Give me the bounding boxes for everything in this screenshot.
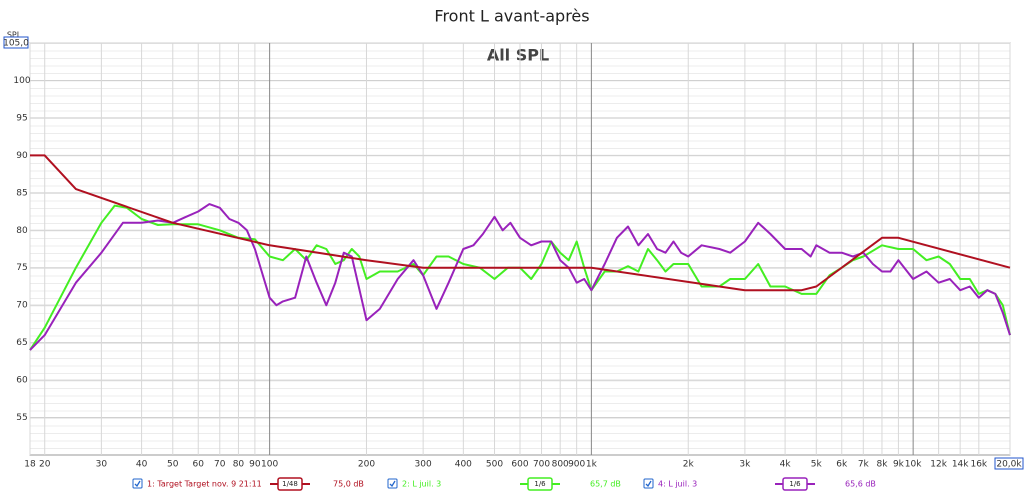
x-tick-label: 3k	[739, 460, 751, 470]
y-tick-label: 80	[16, 226, 28, 236]
x-tick-label: 12k	[930, 460, 947, 470]
y-tick-label: 85	[16, 188, 27, 198]
x-tick-label: 4k	[780, 460, 792, 470]
legend-smoothing: 1/6	[534, 480, 546, 488]
x-tick-label: 800	[552, 460, 569, 470]
x-tick-label: 18	[24, 460, 36, 470]
y-tick-label: 105,0	[3, 39, 29, 49]
x-tick-label: 100	[261, 460, 278, 470]
x-tick-label: 10k	[905, 460, 922, 470]
x-tick-label: 500	[486, 460, 503, 470]
legend-label: 2: L juil. 3	[402, 480, 441, 489]
legend-smoothing-box	[277, 477, 303, 491]
x-tick-label: 70	[214, 460, 226, 470]
legend-level: 75,0 dB	[333, 480, 364, 489]
x-tick-label: 900	[568, 460, 585, 470]
x-tick-label: 60	[193, 460, 205, 470]
legend-check	[389, 480, 396, 488]
y-tick-label: 90	[16, 151, 28, 161]
legend-check	[645, 480, 652, 488]
x-tick-label: 8k	[876, 460, 888, 470]
legend-checkbox	[132, 478, 143, 489]
x-tick-label: 9k	[893, 460, 905, 470]
x-tick-label: 16k	[970, 460, 987, 470]
y-tick-label: 60	[16, 376, 28, 386]
legend-level: 65,6 dB	[845, 480, 876, 489]
legend-smoothing: 1/48	[282, 480, 298, 488]
x-tick-label: 600	[511, 460, 528, 470]
x-tick-label: 200	[358, 460, 375, 470]
legend-checkbox	[387, 478, 398, 489]
y-tick-label: 65	[16, 338, 27, 348]
x-tick-label: 300	[415, 460, 432, 470]
x-tick-label: 400	[455, 460, 472, 470]
x-tick-label: 30	[96, 460, 108, 470]
x-tick-label: 6k	[836, 460, 848, 470]
x-tick-label: 40	[136, 460, 148, 470]
x-tick-label: 90	[249, 460, 261, 470]
y-tick-label: 95	[16, 113, 27, 123]
tick-labels: 55 60 65 70 75 80 85 90 95 100 105,0 18 20 30 40 50 60 70…	[3, 36, 1024, 470]
legend-smoothing-box	[782, 477, 808, 491]
grid	[29, 42, 1011, 455]
legend-checkbox	[643, 478, 654, 489]
x-tick-label: 700	[533, 460, 550, 470]
y-tick-label: 55	[16, 413, 27, 423]
legend-level: 65,7 dB	[590, 480, 621, 489]
y-axis-label: SPL	[7, 31, 22, 40]
x-tick-label: 20,0k	[996, 460, 1022, 470]
chart-title: Front L avant-après	[434, 7, 589, 26]
legend-check	[134, 480, 141, 488]
y-tick-box	[3, 36, 29, 49]
x-tick-label: 7k	[858, 460, 870, 470]
y-tick-label: 75	[16, 263, 27, 273]
x-tick-label: 80	[233, 460, 245, 470]
x-tick-label: 5k	[811, 460, 823, 470]
legend-label: 4: L juil. 3	[658, 480, 697, 489]
series-line	[29, 204, 1011, 351]
x-tick-label: 20	[39, 460, 51, 470]
legend-smoothing: 1/6	[789, 480, 801, 488]
chart-subtitle: All SPL	[487, 46, 549, 65]
x-tick-label: 2k	[683, 460, 695, 470]
series-line	[29, 203, 1011, 351]
series-line	[30, 154, 1011, 292]
y-tick-label: 100	[13, 76, 30, 86]
x-tick-label: 50	[167, 460, 179, 470]
lines	[29, 154, 1011, 351]
legend: 1: Target Target nov. 9 21:11 1/48 75,0 dB…	[132, 477, 876, 491]
x-tick-box	[994, 457, 1024, 470]
legend-label: 1: Target Target nov. 9 21:11	[147, 480, 262, 489]
y-tick-label: 70	[16, 301, 28, 311]
legend-smoothing-box	[527, 477, 553, 491]
x-tick-label: 1k	[586, 460, 598, 470]
x-tick-label: 14k	[952, 460, 969, 470]
